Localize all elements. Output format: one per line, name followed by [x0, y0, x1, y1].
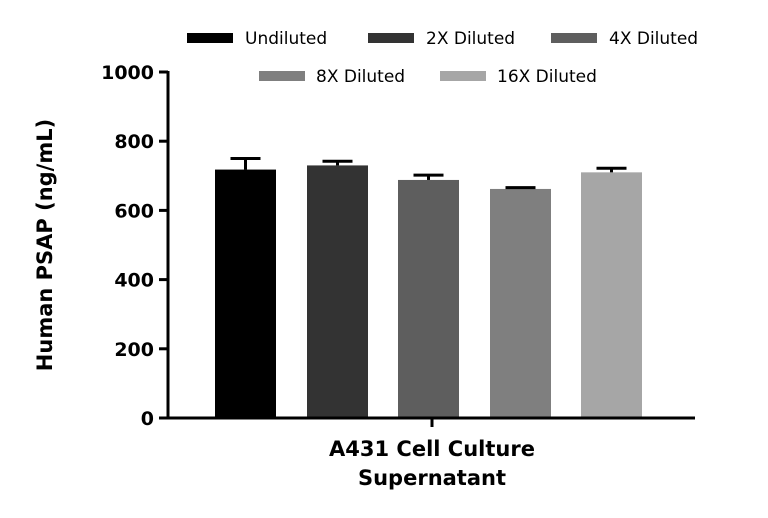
legend-swatch [368, 33, 414, 43]
y-axis-ticks: 0 200 400 600 800 1000 [101, 62, 168, 430]
bar-16x-diluted [581, 172, 642, 418]
legend-label: 4X Diluted [609, 29, 698, 49]
y-tick-label: 600 [114, 200, 154, 222]
y-tick-label: 1000 [101, 62, 154, 84]
bar-2x-diluted [307, 165, 368, 418]
legend-label: 8X Diluted [316, 67, 405, 87]
legend-label: Undiluted [245, 29, 327, 49]
x-axis-label-line-2: Supernatant [358, 466, 506, 490]
x-axis-label-line-1: A431 Cell Culture [329, 437, 535, 461]
legend-label: 16X Diluted [497, 67, 597, 87]
y-tick-label: 200 [114, 339, 154, 361]
legend: Undiluted 2X Diluted 4X Diluted 8X Diluted 1… [187, 29, 698, 87]
y-tick-label: 800 [114, 131, 154, 153]
bar-4x-diluted [398, 179, 459, 418]
legend-swatch [259, 71, 305, 81]
bars [215, 157, 642, 418]
y-axis-title: Human PSAP (ng/mL) [33, 119, 57, 371]
bar-undiluted [215, 169, 276, 418]
bar-8x-diluted [490, 188, 551, 418]
legend-label: 2X Diluted [426, 29, 515, 49]
axes [166, 71, 695, 427]
y-tick-label: 0 [141, 408, 154, 430]
legend-swatch [551, 33, 597, 43]
legend-swatch [187, 33, 233, 43]
y-tick-label: 400 [114, 270, 154, 292]
legend-swatch [440, 71, 486, 81]
